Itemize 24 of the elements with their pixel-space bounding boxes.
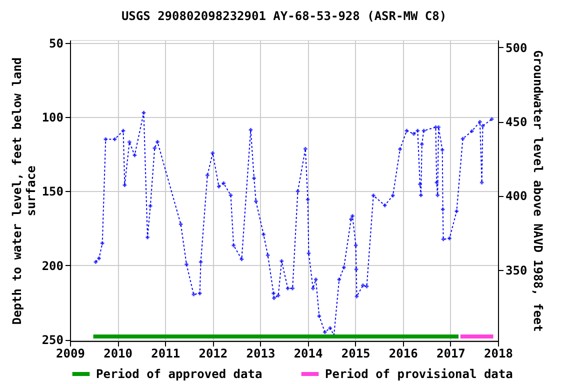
y-axis-title: Depth to water level, feet below land surface bbox=[10, 57, 38, 325]
x-tick-label: 2016 bbox=[388, 346, 418, 360]
y-tick-label: 50 bbox=[49, 36, 64, 50]
x-tick-label: 2012 bbox=[198, 346, 228, 360]
y-tick-label: 100 bbox=[42, 110, 64, 125]
legend-label: Period of provisional data bbox=[325, 367, 513, 381]
x-tick-label: 2017 bbox=[436, 346, 466, 360]
y2-tick-label: 350 bbox=[506, 263, 528, 278]
x-tick-label: 2015 bbox=[341, 346, 370, 360]
x-tick-label: 2018 bbox=[484, 346, 513, 360]
x-tick-label: 2013 bbox=[246, 346, 276, 360]
y2-tick-label: 500 bbox=[506, 40, 528, 55]
legend-label: Period of approved data bbox=[96, 367, 262, 381]
x-tick-label: 2010 bbox=[104, 346, 133, 360]
x-tick-label: 2011 bbox=[151, 346, 180, 360]
chart-title: USGS 290802098232901 AY-68-53-928 (ASR-MW C8) bbox=[121, 8, 447, 23]
x-tick-label: 2014 bbox=[294, 346, 323, 360]
y2-axis-title: Groundwater level above NAVD 1988, feet bbox=[531, 50, 546, 332]
y2-tick-label: 450 bbox=[506, 115, 528, 130]
y-tick-label: 150 bbox=[42, 184, 64, 199]
y-tick-label: 250 bbox=[42, 333, 64, 348]
x-tick-label: 2009 bbox=[56, 346, 85, 360]
y-tick-label: 200 bbox=[42, 258, 64, 273]
y2-tick-label: 400 bbox=[506, 189, 528, 204]
